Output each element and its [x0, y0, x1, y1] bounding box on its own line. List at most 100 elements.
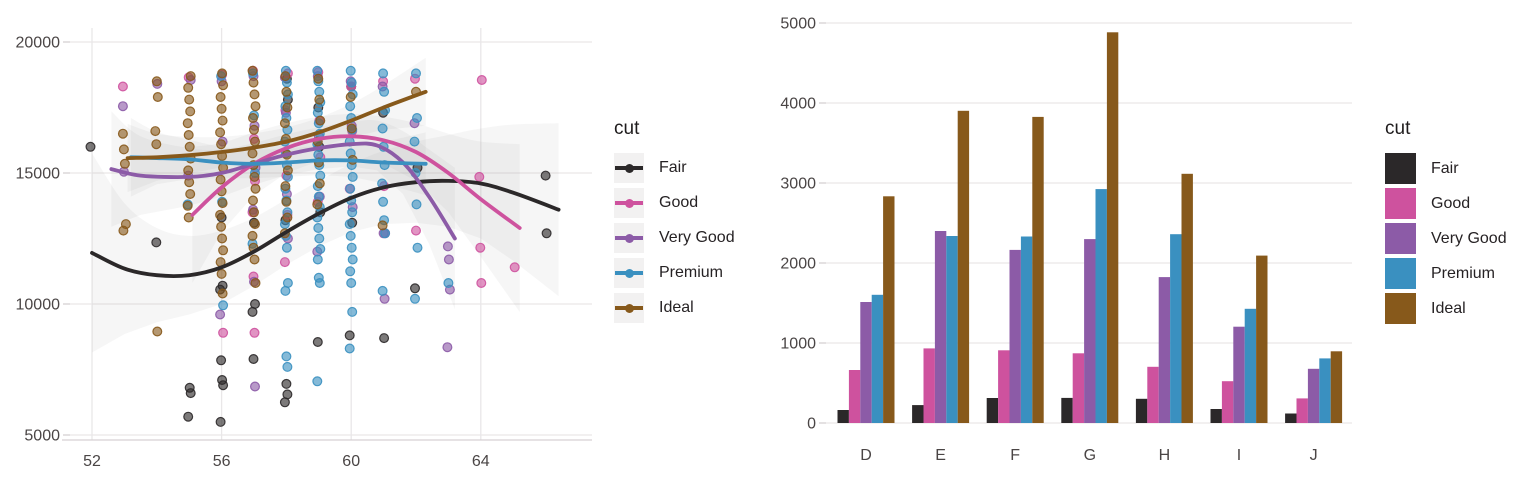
scatter-point-premium: [218, 300, 229, 311]
x-category-label: I: [1237, 447, 1241, 464]
right-chart: 0 1000 2000 3000 4000 5000 D E F G H I J: [780, 16, 1352, 464]
scatter-point-ideal: [282, 102, 293, 113]
scatter-point-good: [411, 225, 422, 236]
x-category-label: G: [1084, 447, 1096, 464]
scatter-point-ideal: [215, 91, 226, 102]
bar-f-good: [998, 350, 1010, 423]
scatter-point-good: [279, 257, 290, 268]
scatter-point-ideal: [217, 115, 228, 126]
scatter-point-ideal: [281, 196, 292, 207]
scatter-point-premium: [378, 196, 389, 207]
legend-item-premium: Premium: [614, 258, 735, 288]
y-tick-label: 20000: [16, 35, 61, 52]
ci-ribbon-ideal: [127, 57, 426, 193]
legend-item-fair: Fair: [614, 153, 735, 183]
scatter-point-ideal: [215, 127, 226, 138]
y-tick-label: 5000: [24, 428, 60, 445]
scatter-point-ideal: [217, 233, 228, 244]
scatter-point-premium: [412, 242, 423, 253]
scatter-point-premium: [345, 101, 356, 112]
scatter-point-premium: [345, 183, 356, 194]
legend-item-ideal: Ideal: [1385, 293, 1507, 324]
legend-item-ideal: Ideal: [614, 293, 735, 323]
scatter-point-ideal: [248, 77, 259, 88]
bar-f-fair: [986, 398, 999, 423]
bar-d-good: [848, 370, 861, 423]
legend-item-very-good: Very Good: [1385, 223, 1507, 254]
legend-item-label: Fair: [659, 159, 687, 176]
right-legend-title: cut: [1385, 118, 1411, 139]
legend-item-label: Good: [659, 194, 699, 211]
scatter-point-premium: [312, 254, 323, 265]
scatter-point-ideal: [151, 76, 162, 87]
scatter-point-premium: [346, 278, 357, 289]
scatter-point-fair: [85, 141, 96, 152]
scatter-point-ideal: [183, 130, 194, 141]
scatter-point-fair: [312, 337, 323, 348]
scatter-point-ideal: [250, 101, 261, 112]
bar-e-very-good: [934, 231, 947, 423]
scatter-point-very-good: [442, 241, 453, 252]
scatter-point-ideal: [248, 195, 259, 206]
scatter-point-fair: [183, 411, 194, 422]
bar-h-fair: [1135, 398, 1148, 423]
scatter-point-good: [249, 327, 260, 338]
scatter-point-very-good: [215, 309, 226, 320]
scatter-point-ideal: [280, 71, 291, 82]
legend-item-label: Ideal: [659, 299, 694, 316]
bar-i-very-good: [1233, 326, 1245, 423]
scatter-point-ideal: [282, 212, 293, 223]
scatter-point-fair: [248, 354, 259, 365]
legend-key-swatch: [1385, 188, 1416, 219]
scatter-point-premium: [443, 278, 454, 289]
scatter-point-premium: [345, 266, 356, 277]
scatter-point-ideal: [249, 124, 260, 135]
smooth-line-ideal: [125, 89, 428, 160]
scatter-point-good: [117, 81, 128, 92]
x-category-label: F: [1010, 447, 1020, 464]
scatter-point-ideal: [117, 128, 128, 139]
bar-g-good: [1072, 353, 1085, 423]
scatter-point-very-good: [250, 381, 261, 392]
scatter-point-ideal: [217, 68, 228, 79]
scatter-point-ideal: [118, 144, 129, 155]
scatter-point-ideal: [281, 86, 292, 97]
legend-key-dot: [624, 163, 634, 173]
scatter-point-ideal: [216, 268, 227, 279]
scatter-point-ideal: [280, 181, 291, 192]
bar-h-premium: [1170, 234, 1182, 423]
scatter-point-fair: [540, 170, 551, 181]
scatter-point-good: [218, 327, 229, 338]
scatter-point-ideal: [315, 115, 326, 126]
bar-e-premium: [946, 236, 958, 423]
scatter-point-ideal: [279, 118, 290, 129]
legend-item-good: Good: [614, 188, 735, 218]
x-tick-label: 52: [83, 453, 101, 470]
scatter-point-premium: [314, 233, 325, 244]
scatter-point-premium: [409, 136, 420, 147]
scatter-point-ideal: [313, 73, 324, 84]
bar-d-fair: [837, 410, 849, 423]
scatter-point-premium: [347, 306, 358, 317]
scatter-point-premium: [344, 343, 355, 354]
scatter-point-ideal: [247, 230, 258, 241]
legend-item-label: Premium: [659, 264, 724, 281]
scatter-point-ideal: [217, 198, 228, 209]
y-tick-label: 3000: [780, 176, 816, 193]
bar-g-very-good: [1084, 239, 1096, 423]
legend-item-label: Premium: [1431, 264, 1496, 282]
scatter-point-ideal: [247, 148, 258, 159]
scatter-point-good: [475, 242, 486, 253]
scatter-point-premium: [281, 351, 292, 362]
scatter-point-good: [509, 262, 520, 273]
scatter-point-ideal: [184, 94, 195, 105]
x-tick-label: 60: [342, 453, 360, 470]
scatter-point-ideal: [184, 141, 195, 152]
bar-j-ideal: [1330, 351, 1343, 423]
bar-d-ideal: [883, 196, 895, 423]
x-category-label: J: [1310, 447, 1318, 464]
scatter-point-premium: [315, 244, 326, 255]
scatter-point-ideal: [119, 158, 130, 169]
